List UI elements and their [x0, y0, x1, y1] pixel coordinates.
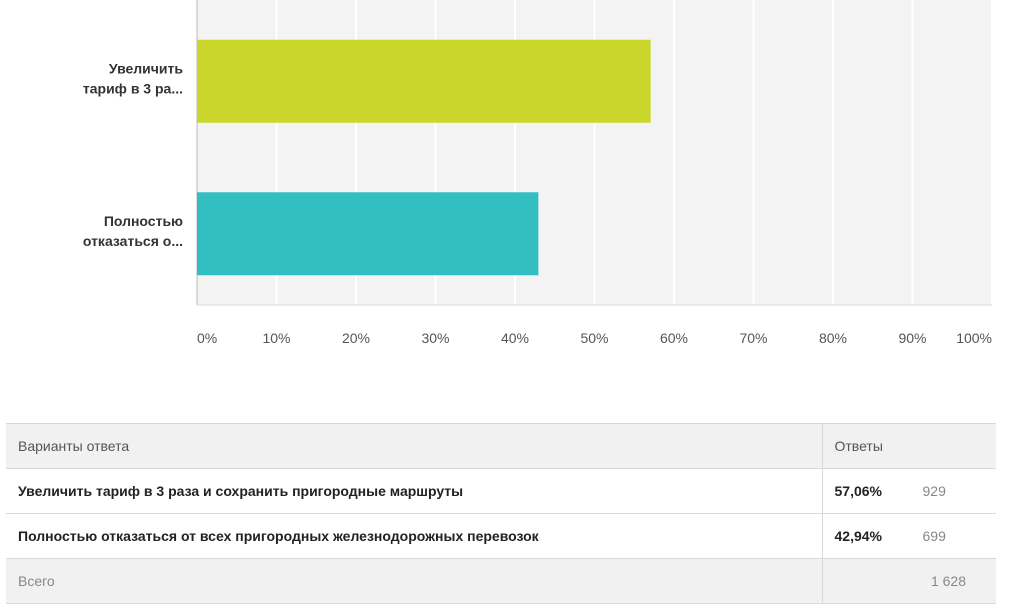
bar	[197, 192, 539, 276]
row-count: 699	[922, 528, 946, 544]
x-tick-label: 60%	[660, 330, 688, 346]
total-label: Всего	[6, 558, 822, 604]
results-table: Варианты ответа Ответы Увеличить тариф в…	[6, 423, 996, 604]
category-label: тариф в 3 ра...	[83, 80, 183, 96]
x-tick-label: 70%	[739, 330, 767, 346]
row-answer: Увеличить тариф в 3 раза и сохранить при…	[6, 468, 822, 514]
x-tick-label: 80%	[819, 330, 847, 346]
x-tick-label: 100%	[956, 330, 992, 346]
row-percent: 57,06%	[834, 483, 882, 499]
table-row: Полностью отказаться от всех пригородных…	[6, 513, 996, 559]
x-tick-label: 0%	[197, 330, 217, 346]
x-tick-label: 90%	[898, 330, 926, 346]
row-percent: 42,94%	[834, 528, 882, 544]
row-count: 929	[922, 483, 946, 499]
header-responses: Ответы	[821, 423, 996, 469]
row-responses: 42,94% 699	[821, 513, 996, 559]
x-tick-label: 40%	[501, 330, 529, 346]
category-label: отказаться о...	[83, 233, 183, 249]
bar-chart: Увеличить тариф в 3 ра... Полностью отказат…	[83, 0, 993, 346]
table-total-row: Всего 1 628	[6, 558, 996, 604]
bars	[197, 39, 651, 276]
table-header-row: Варианты ответа Ответы	[6, 423, 996, 469]
x-tick-label: 20%	[342, 330, 370, 346]
category-label: Увеличить	[109, 60, 183, 76]
table-row: Увеличить тариф в 3 раза и сохранить при…	[6, 468, 996, 514]
category-label: Полностью	[104, 213, 183, 229]
row-answer: Полностью отказаться от всех пригородных…	[6, 513, 822, 559]
header-answer: Варианты ответа	[6, 423, 822, 469]
x-tick-label: 10%	[262, 330, 290, 346]
x-tick-label: 50%	[580, 330, 608, 346]
total-count: 1 628	[821, 558, 996, 604]
x-tick-labels: 0% 10% 20% 30% 40% 50% 60% 70% 80% 90% 100%	[197, 330, 992, 346]
category-labels: Увеличить тариф в 3 ра... Полностью отказат…	[83, 60, 184, 249]
x-tick-label: 30%	[421, 330, 449, 346]
bar	[197, 39, 651, 123]
row-responses: 57,06% 929	[821, 468, 996, 514]
